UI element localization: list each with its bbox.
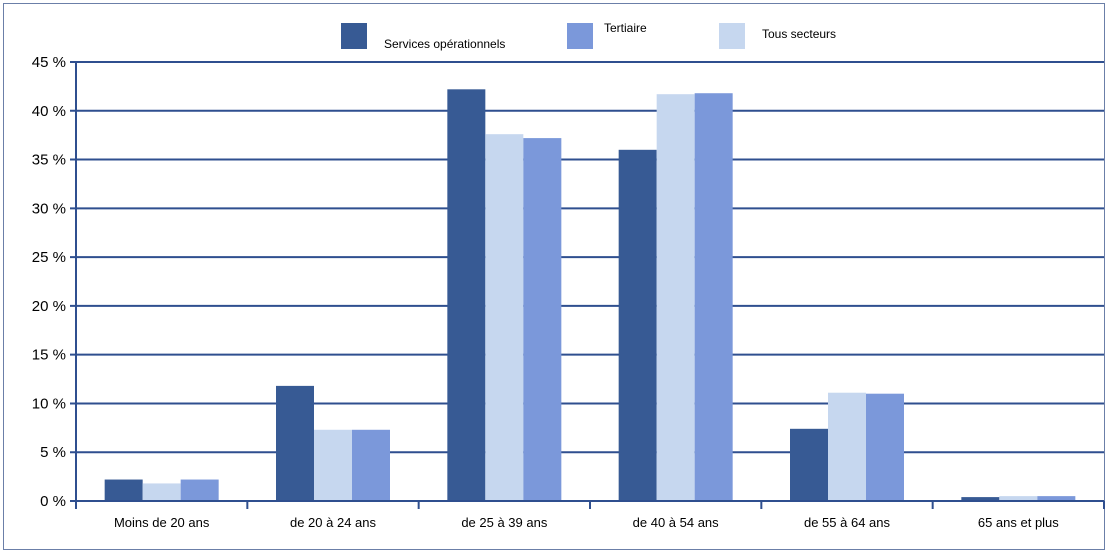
legend-label: Tertiaire	[604, 21, 647, 35]
bar	[618, 149, 657, 502]
bar	[447, 89, 486, 501]
y-tick-label: 40 %	[32, 103, 66, 120]
bar	[961, 497, 1000, 501]
y-tick-label: 0 %	[40, 493, 66, 510]
chart-frame: 0 % 5 % 10 % 15 % 20 % 25 % 30 % 35 % 40 % 45 % M…	[3, 3, 1105, 550]
y-tick-label: 35 %	[32, 152, 66, 169]
bar	[790, 428, 828, 501]
y-tick-label: 10 %	[32, 395, 66, 412]
y-tick-label: 25 %	[32, 249, 66, 266]
gridlines	[70, 61, 1104, 502]
y-tick-label: 20 %	[32, 298, 66, 315]
bar	[656, 94, 695, 502]
bar	[276, 385, 314, 501]
y-tick-label: 15 %	[32, 347, 66, 364]
x-tick-label: de 40 à 54 ans	[633, 515, 720, 530]
bar	[142, 483, 181, 501]
y-tick-label: 30 %	[32, 200, 66, 217]
bar	[104, 479, 143, 501]
bar	[866, 393, 904, 501]
legend-swatch	[719, 23, 745, 49]
legend-swatch	[341, 23, 367, 49]
bar-chart: 0 % 5 % 10 % 15 % 20 % 25 % 30 % 35 % 40 % 45 % M…	[32, 54, 1105, 530]
bar	[180, 479, 219, 501]
y-tick-label: 5 %	[40, 444, 66, 461]
bar	[523, 138, 562, 502]
x-axis: Moins de 20 ans de 20 à 24 ans de 25 à 39 …	[70, 500, 1105, 530]
legend-swatch	[567, 23, 593, 49]
y-tick-label: 45 %	[32, 54, 66, 71]
x-tick-label: de 25 à 39 ans	[461, 515, 548, 530]
x-tick-label: de 20 à 24 ans	[290, 515, 377, 530]
bar	[1037, 496, 1076, 501]
bar	[485, 134, 524, 502]
bar	[999, 496, 1038, 501]
legend-label: Tous secteurs	[762, 27, 837, 41]
bar	[828, 392, 866, 501]
legend-label: Services opérationnels	[384, 37, 506, 51]
bar	[352, 429, 390, 501]
bar	[694, 93, 733, 502]
x-tick-label: 65 ans et plus	[978, 515, 1059, 530]
y-axis: 0 % 5 % 10 % 15 % 20 % 25 % 30 % 35 % 40 % 45 %	[32, 54, 77, 510]
bar	[314, 429, 352, 501]
x-tick-label: de 55 à 64 ans	[804, 515, 891, 530]
bars	[104, 89, 1076, 502]
x-tick-label: Moins de 20 ans	[114, 515, 210, 530]
